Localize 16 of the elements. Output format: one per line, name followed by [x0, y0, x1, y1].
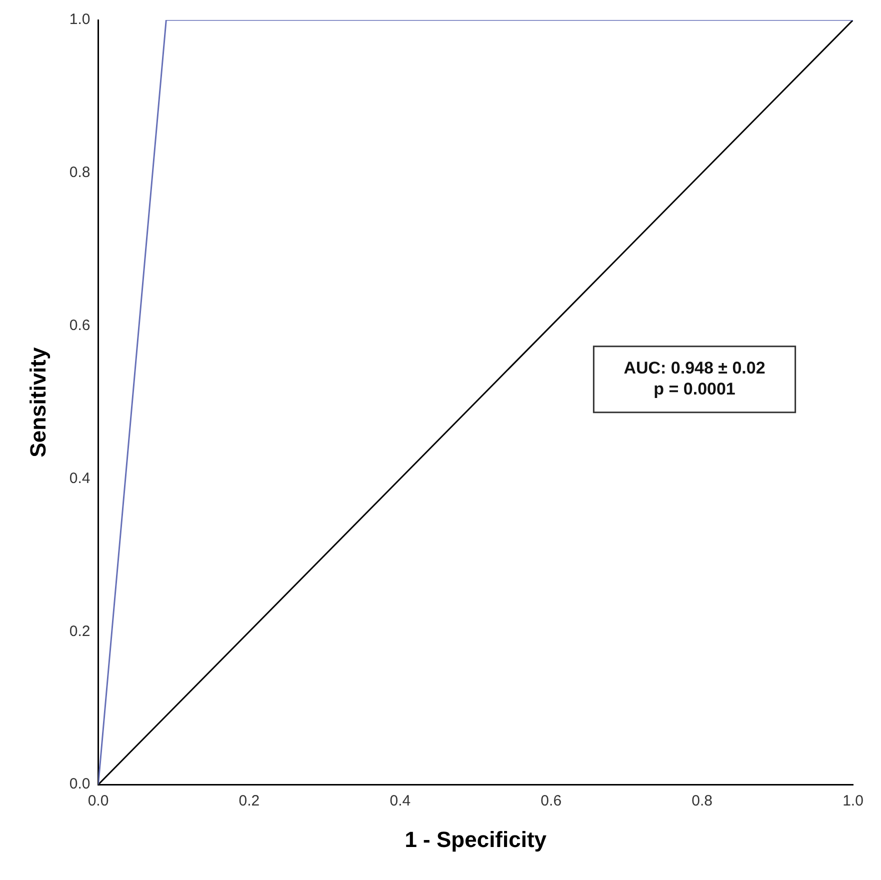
- y-tick-label: 1.0: [69, 11, 90, 28]
- y-tick-label: 0.2: [69, 622, 90, 640]
- x-tick-label: 0.8: [692, 792, 712, 810]
- x-axis-title: 1 - Specificity: [404, 826, 548, 852]
- y-tick-label: 0.6: [69, 316, 90, 334]
- x-tick-label: 0.6: [540, 792, 562, 810]
- annotation: AUC: 0.948 ± 0.02: [624, 358, 766, 378]
- x-tick-label: 0.2: [238, 792, 260, 810]
- x-tick-label: 0.0: [88, 792, 109, 810]
- y-tick-label: 0.4: [69, 470, 90, 487]
- x-tick-label: 0.4: [390, 792, 411, 810]
- y-axis-title: Sensitivity: [25, 346, 50, 458]
- annotation: p = 0.0001: [654, 380, 736, 399]
- y-tick-label: 0.8: [69, 164, 90, 182]
- y-tick-label: 0.0: [69, 776, 90, 793]
- x-tick-label: 1.0: [842, 792, 864, 810]
